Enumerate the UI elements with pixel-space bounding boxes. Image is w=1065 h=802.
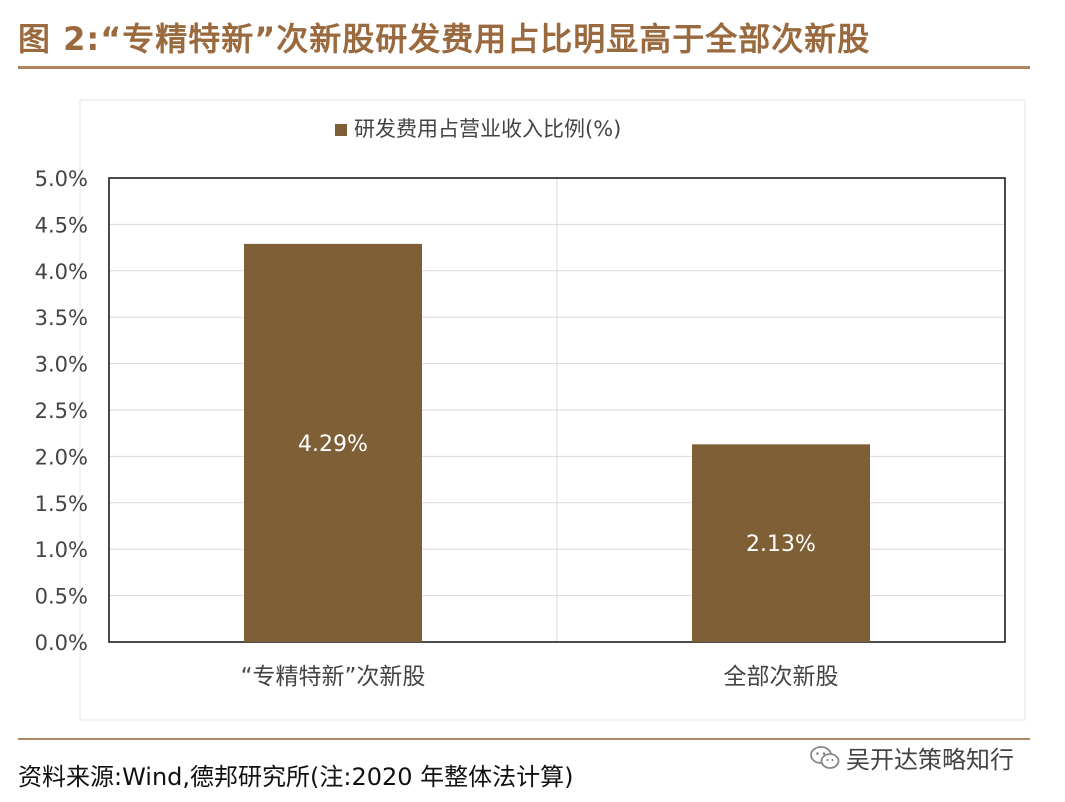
y-tick-label: 1.0%	[35, 538, 88, 562]
bar-data-label: 4.29%	[298, 432, 368, 457]
watermark: 吴开达策略知行	[810, 740, 1014, 775]
plot-frame	[108, 177, 1006, 643]
legend-swatch	[335, 124, 347, 136]
y-tick-label: 3.5%	[35, 306, 88, 330]
wechat-icon	[810, 745, 840, 771]
y-tick-label: 0.5%	[35, 585, 88, 609]
y-tick-label: 5.0%	[35, 167, 88, 191]
footer-divider	[18, 738, 1030, 740]
y-tick-label: 1.5%	[35, 492, 88, 516]
figure-title: 图 2:“专精特新”次新股研发费用占比明显高于全部次新股	[18, 20, 871, 58]
chart-svg: 研发费用占营业收入比例(%) 0.0% 0.5% 1.0% 1.5% 2.0% 2.5% 3…	[35, 99, 1026, 721]
x-axis-ticks: “专精特新”次新股 全部次新股	[241, 664, 839, 690]
y-axis-ticks: 0.0% 0.5% 1.0% 1.5% 2.0% 2.5% 3.0% 3.5% 4.0% 4.5%…	[35, 167, 88, 655]
legend: 研发费用占营业收入比例(%)	[335, 117, 621, 141]
bars: 4.29% 2.13%	[244, 243, 870, 642]
watermark-text: 吴开达策略知行	[846, 746, 1014, 774]
title-divider	[18, 66, 1030, 69]
x-tick-label: 全部次新股	[724, 664, 839, 690]
y-tick-label: 3.0%	[35, 353, 88, 377]
legend-label: 研发费用占营业收入比例(%)	[354, 117, 621, 141]
y-tick-label: 2.0%	[35, 445, 88, 469]
y-tick-label: 2.5%	[35, 399, 88, 423]
bar-data-label: 2.13%	[746, 532, 816, 557]
bar-chart: 研发费用占营业收入比例(%) 0.0% 0.5% 1.0% 1.5% 2.0% 2.5% 3…	[0, 95, 1065, 730]
source-note: 资料来源:Wind,德邦研究所(注:2020 年整体法计算)	[18, 763, 574, 791]
bar	[692, 444, 870, 642]
x-tick-label: “专精特新”次新股	[241, 664, 426, 690]
bar	[244, 243, 422, 642]
y-tick-label: 0.0%	[35, 631, 88, 655]
y-tick-label: 4.0%	[35, 260, 88, 284]
y-tick-label: 4.5%	[35, 213, 88, 237]
